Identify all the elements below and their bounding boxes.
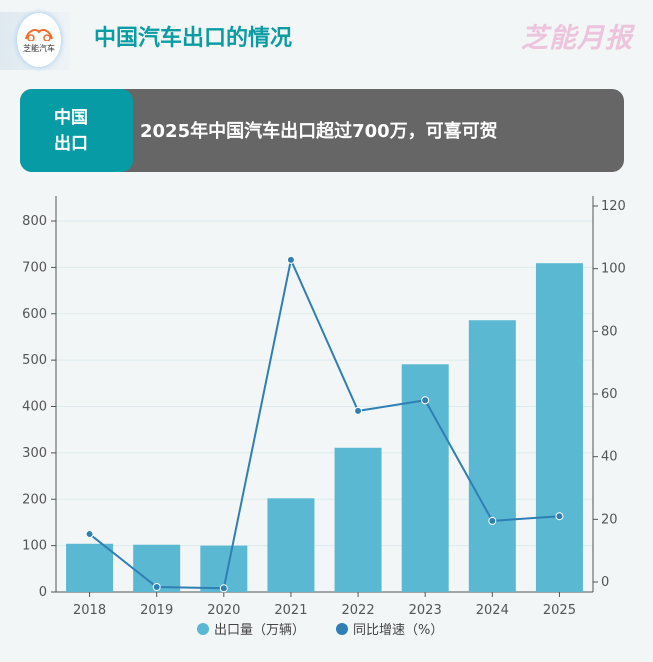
right-tick-label: 60 bbox=[601, 387, 618, 402]
x-tick-label: 2022 bbox=[342, 603, 375, 618]
left-tick-label: 400 bbox=[22, 400, 47, 415]
growth-point-2020 bbox=[219, 584, 228, 593]
car-logo-icon bbox=[25, 28, 53, 41]
bar-2021 bbox=[267, 498, 315, 592]
left-tick-label: 500 bbox=[22, 353, 47, 368]
left-tick-label: 700 bbox=[22, 260, 47, 275]
bar-2022 bbox=[334, 447, 382, 592]
brand-watermark: 芝能月报 bbox=[521, 23, 633, 54]
growth-point-2021 bbox=[286, 255, 295, 264]
growth-point-2018 bbox=[85, 530, 94, 539]
tag-line-2: 出口 bbox=[54, 133, 88, 154]
growth-point-2019 bbox=[152, 583, 161, 592]
x-tick-label: 2021 bbox=[274, 603, 307, 618]
left-tick-label: 800 bbox=[22, 214, 47, 229]
right-tick-label: 40 bbox=[601, 450, 618, 465]
right-tick-label: 100 bbox=[601, 262, 626, 277]
bar-2024 bbox=[468, 320, 516, 592]
legend-marker-exports bbox=[197, 623, 209, 635]
x-tick-label: 2025 bbox=[543, 603, 576, 618]
bar-2025 bbox=[535, 263, 583, 592]
legend-label-exports: 出口量（万辆） bbox=[214, 623, 305, 638]
right-tick-label: 80 bbox=[601, 324, 618, 339]
banner-tag: 中国 出口 bbox=[20, 89, 133, 172]
growth-point-2022 bbox=[354, 406, 363, 415]
growth-point-2023 bbox=[421, 396, 430, 405]
right-tick-label: 120 bbox=[601, 199, 626, 214]
x-tick-label: 2023 bbox=[409, 603, 442, 618]
left-tick-label: 300 bbox=[22, 446, 47, 461]
x-tick-label: 2018 bbox=[73, 603, 106, 618]
x-tick-label: 2019 bbox=[140, 603, 173, 618]
left-tick-label: 600 bbox=[22, 307, 47, 322]
growth-point-2024 bbox=[488, 516, 497, 525]
logo: 芝能汽车 bbox=[17, 13, 61, 67]
legend-label-growth: 同比增速（%） bbox=[353, 623, 443, 638]
x-tick-label: 2024 bbox=[476, 603, 509, 618]
bar-2018 bbox=[66, 543, 114, 592]
banner-text: 2025年中国汽车出口超过700万，可喜可贺 bbox=[140, 121, 498, 142]
left-tick-label: 0 bbox=[39, 585, 47, 600]
tag-line-1: 中国 bbox=[54, 107, 88, 128]
growth-point-2025 bbox=[555, 512, 564, 521]
page-title: 中国汽车出口的情况 bbox=[94, 26, 293, 51]
logo-text: 芝能汽车 bbox=[23, 43, 55, 53]
growth-line bbox=[88, 256, 560, 590]
legend-marker-growth bbox=[336, 623, 348, 635]
left-tick-label: 100 bbox=[22, 539, 47, 554]
left-tick-label: 200 bbox=[22, 492, 47, 507]
x-tick-label: 2020 bbox=[207, 603, 240, 618]
right-tick-label: 20 bbox=[601, 512, 618, 527]
right-tick-label: 0 bbox=[601, 575, 609, 590]
